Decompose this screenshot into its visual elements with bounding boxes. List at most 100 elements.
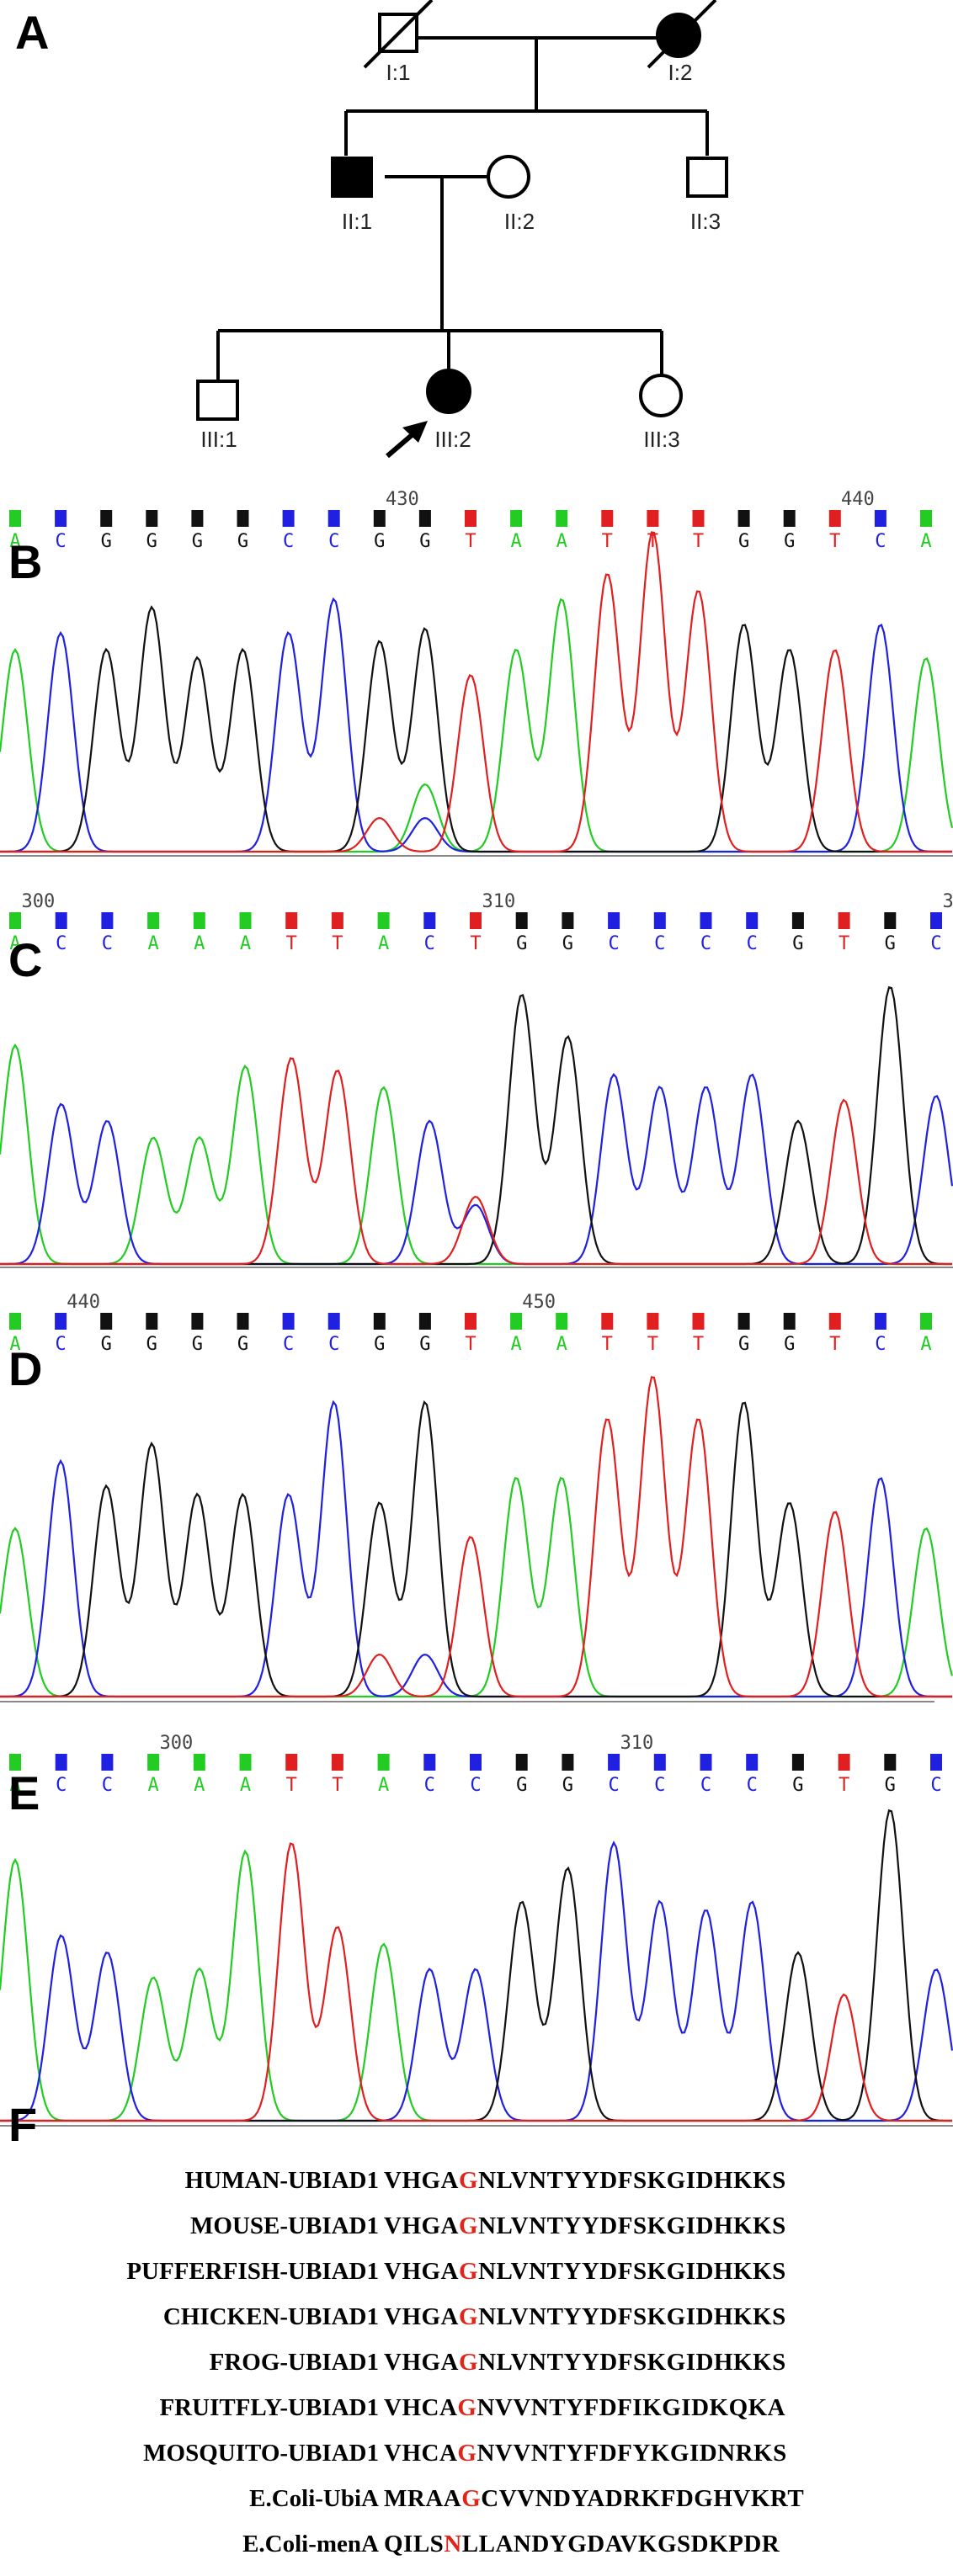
trace-A [0, 1043, 952, 1266]
conserved-residue-highlight: G [457, 2440, 477, 2467]
trace-G [0, 605, 952, 853]
base-call-letter: C [424, 933, 435, 954]
base-call-letter: G [562, 933, 573, 954]
base-call-letter: T [829, 1334, 840, 1355]
sequence-position-label: 310 [482, 891, 515, 912]
label-III2: III:2 [434, 427, 471, 452]
sequence-prefix: VHGA [384, 2167, 459, 2194]
base-call-letter: A [240, 933, 251, 954]
base-color-marker [700, 912, 712, 929]
base-call-letter: T [693, 1334, 704, 1355]
protein-sequence: VHCAGNVVNTYFDFIKGIDKQKA [384, 2394, 785, 2422]
base-call-letter: T [602, 1334, 613, 1355]
alignment-row: E.Coli-menA QILSNLLANDYGDAVKGSDKPDR [0, 2531, 953, 2576]
species-name: PUFFERFISH-UBIAD1 [126, 2258, 379, 2285]
protein-sequence: VHGAGNLVNTYYDFSKGIDHKKS [384, 2349, 786, 2377]
protein-sequence: QILSNLLANDYGDAVKGSDKPDR [384, 2531, 780, 2558]
conserved-residue-highlight: G [459, 2258, 479, 2285]
base-color-marker [884, 912, 897, 929]
base-call-letter: T [829, 531, 840, 552]
sequence-prefix: MRAA [384, 2485, 462, 2512]
base-color-marker [9, 912, 21, 929]
panel-label-a: A [15, 6, 49, 59]
base-call-letter: G [192, 531, 203, 552]
base-call-letter: T [602, 531, 613, 552]
base-color-marker [282, 1313, 295, 1330]
base-call-letter: C [55, 1334, 66, 1355]
base-call-letter: A [9, 531, 20, 552]
alignment-row: FRUITFLY-UBIAD1 VHCAGNVVNTYFDFIKGIDKQKA [0, 2394, 953, 2440]
male-symbol [331, 157, 373, 198]
protein-sequence: VHGAGNLVNTYYDFSKGIDHKKS [384, 2212, 786, 2240]
base-call-letter: T [470, 933, 481, 954]
base-color-marker [874, 510, 886, 527]
chromatogram-panel-c: ACCAAATTACTGGCCCCGTGC300310320 C [0, 891, 953, 1268]
species-name: FROG-UBIAD1 [209, 2349, 379, 2376]
conserved-residue-highlight: G [459, 2303, 479, 2330]
base-call-row: A C G G G G C C G G T A A T T T G G T C A 430 440 [9, 490, 932, 552]
trace-T [0, 1057, 952, 1266]
base-call-letter: G [419, 1334, 430, 1355]
trace-A [0, 598, 953, 853]
base-call-letter: C [56, 933, 67, 954]
base-color-marker [700, 1754, 712, 1771]
base-color-marker [147, 912, 160, 929]
base-call-letter: G [784, 531, 795, 552]
base-color-marker [285, 1754, 298, 1771]
base-color-marker [601, 510, 614, 527]
male-symbol [196, 380, 239, 421]
base-call-letter: G [792, 1775, 803, 1796]
base-call-letter: G [516, 933, 527, 954]
sequence-position-label: 450 [522, 1293, 556, 1313]
label-I2: I:2 [668, 60, 693, 85]
alignment-row: MOSQUITO-UBIAD1 VHCAGNVVNTYFDFYKGIDNRKS [0, 2440, 953, 2485]
sequence-prefix: VHGA [384, 2303, 459, 2330]
base-color-marker [884, 1754, 897, 1771]
protein-sequence: MRAAGCVVNDYADRKFDGHVKRT [384, 2485, 804, 2513]
base-call-letter: A [240, 1775, 251, 1796]
individual-I2: I:2 [647, 0, 717, 85]
base-call-letter: C [608, 1775, 619, 1796]
trace-T [0, 1842, 952, 2122]
label-III1: III:1 [200, 427, 237, 452]
female-symbol [639, 374, 683, 417]
base-call-letter: G [885, 933, 896, 954]
pedigree-panel: A I:1 I:2 II:1 II:2 II:3 [15, 0, 728, 459]
conserved-residue-highlight: G [459, 2212, 479, 2239]
base-call-letter: C [747, 933, 758, 954]
individual-II2: II:2 [487, 155, 535, 234]
label-II2: II:2 [504, 209, 535, 234]
base-color-marker [55, 510, 67, 527]
sequence-position-label: 320 [942, 891, 953, 912]
conserved-residue-highlight: G [459, 2349, 479, 2376]
base-call-letter: T [286, 1775, 297, 1796]
trace-T [0, 1376, 952, 1698]
sequence-suffix: LLANDYGDAVKGSDKPDR [461, 2531, 780, 2557]
conserved-residue-highlight: G [461, 2485, 482, 2512]
sequence-position-label: 300 [21, 891, 55, 912]
base-call-letter: C [930, 933, 941, 954]
base-call-letter: T [839, 1775, 849, 1796]
sequence-position-label: 430 [386, 490, 419, 510]
base-call-letter: A [378, 1775, 389, 1796]
individual-II3: II:3 [686, 157, 728, 234]
base-call-row: ACCAAATTACTGGCCCCGTGC300310320 [9, 891, 953, 954]
base-color-marker [55, 912, 67, 929]
base-call-letter: C [102, 933, 113, 954]
alignment-row: MOUSE-UBIAD1 VHGAGNLVNTYYDFSKGIDHKKS [0, 2212, 953, 2258]
base-call-letter: A [9, 933, 20, 954]
base-call-letter: G [192, 1334, 203, 1355]
base-call-letter: C [283, 1334, 294, 1355]
base-call-letter: A [378, 933, 389, 954]
base-call-letter: T [465, 531, 476, 552]
base-call-letter: A [510, 531, 521, 552]
base-color-marker [193, 1754, 205, 1771]
sequence-alignment-panel: F HUMAN-UBIAD1 VHGAGNLVNTYYDFSKGIDHKKS MOU… [0, 2098, 953, 2558]
trace-G [0, 1400, 952, 1698]
sequence-prefix: VHGA [384, 2212, 459, 2239]
base-color-marker [791, 1754, 804, 1771]
base-call-letter: A [510, 1334, 521, 1355]
species-name: E.Coli-menA [242, 2531, 379, 2557]
panel-label-f: F [8, 2098, 38, 2151]
chromatogram-panel-e: A C C A A A T T A C C G G C C C C G T G C 300 310 E [0, 1733, 953, 2127]
